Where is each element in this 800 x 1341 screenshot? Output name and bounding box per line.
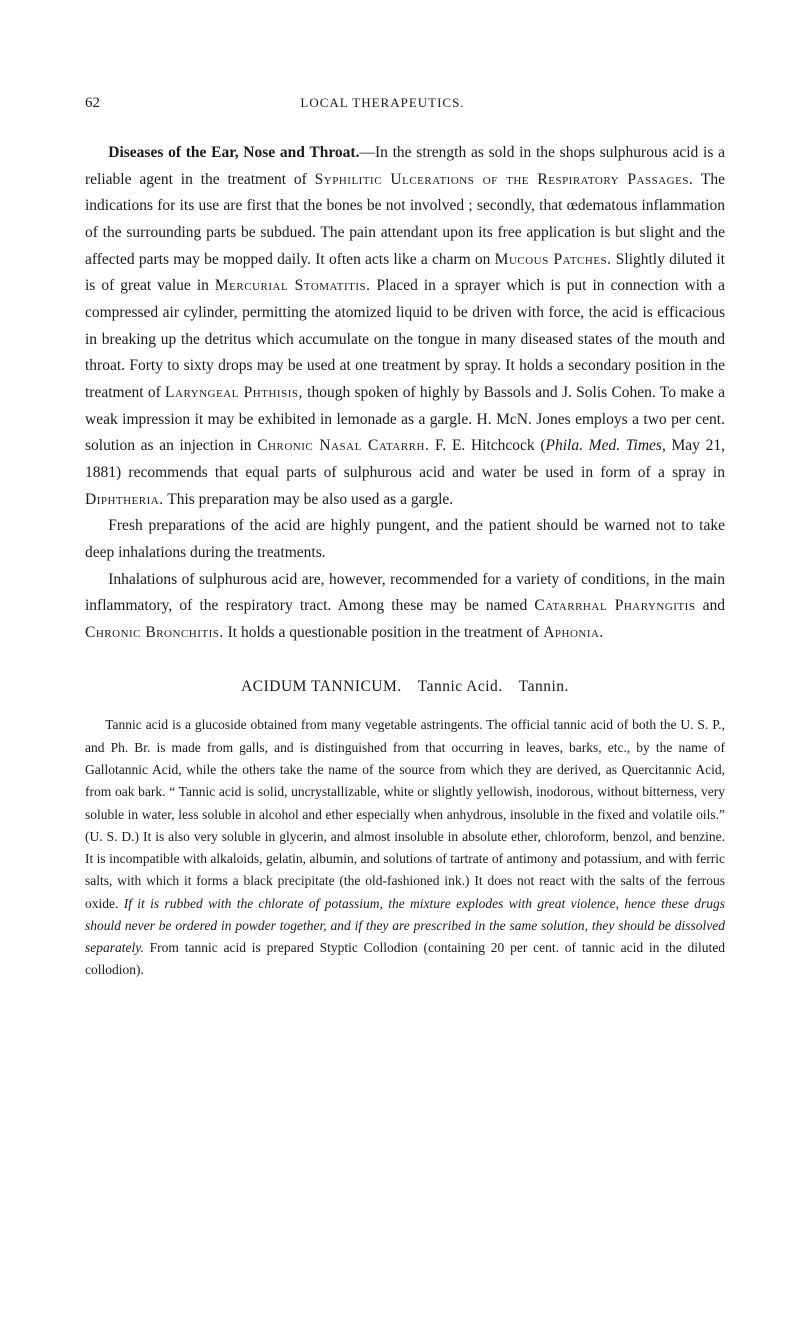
paragraph-3: Inhalations of sulphurous acid are, howe… [85,567,725,647]
running-head: LOCAL THERAPEUTICS. [60,95,705,111]
text: F. E. Hitchcock ( [429,437,545,454]
fine-paragraph-1: Tannic acid is a glucoside obtained from… [85,714,725,981]
main-text: Diseases of the Ear, Nose and Throat.—In… [85,140,725,646]
disease-term: Chronic Bronchitis. [85,624,224,641]
paragraph-2: Fresh preparations of the acid are highl… [85,513,725,566]
disease-term: Diphtheria. [85,491,164,508]
citation: Phila. Med. Times, [546,437,666,454]
topic-heading: Diseases of the Ear, Nose and Throat. [108,144,359,161]
disease-term: Mercurial Stomatitis. [215,277,371,294]
disease-term: Mucous Patches. [495,251,612,268]
section-heading: ACIDUM TANNICUM. Tannic Acid. Tannin. [85,678,725,696]
disease-term: Aphonia. [543,624,604,641]
text: It holds a questionable position in the … [224,624,543,641]
fine-print-section: Tannic acid is a glucoside obtained from… [85,714,725,981]
text: This preparation may be also used as a g… [164,491,454,508]
disease-term: Syphilitic Ulcerations of the Respirator… [315,171,694,188]
page-header: 62 LOCAL THERAPEUTICS. [85,95,725,112]
text: From tannic acid is prepared Styptic Col… [85,940,725,977]
text: Tannic acid is a glucoside obtained from… [85,717,725,910]
text: and [695,597,725,614]
text: Placed in a sprayer which is put in conn… [85,277,725,401]
disease-term: Chronic Nasal Catarrh. [257,437,429,454]
disease-term: Laryngeal Phthisis, [165,384,303,401]
disease-term: Catarrhal Pharyngitis [534,597,695,614]
paragraph-1: Diseases of the Ear, Nose and Throat.—In… [85,140,725,513]
